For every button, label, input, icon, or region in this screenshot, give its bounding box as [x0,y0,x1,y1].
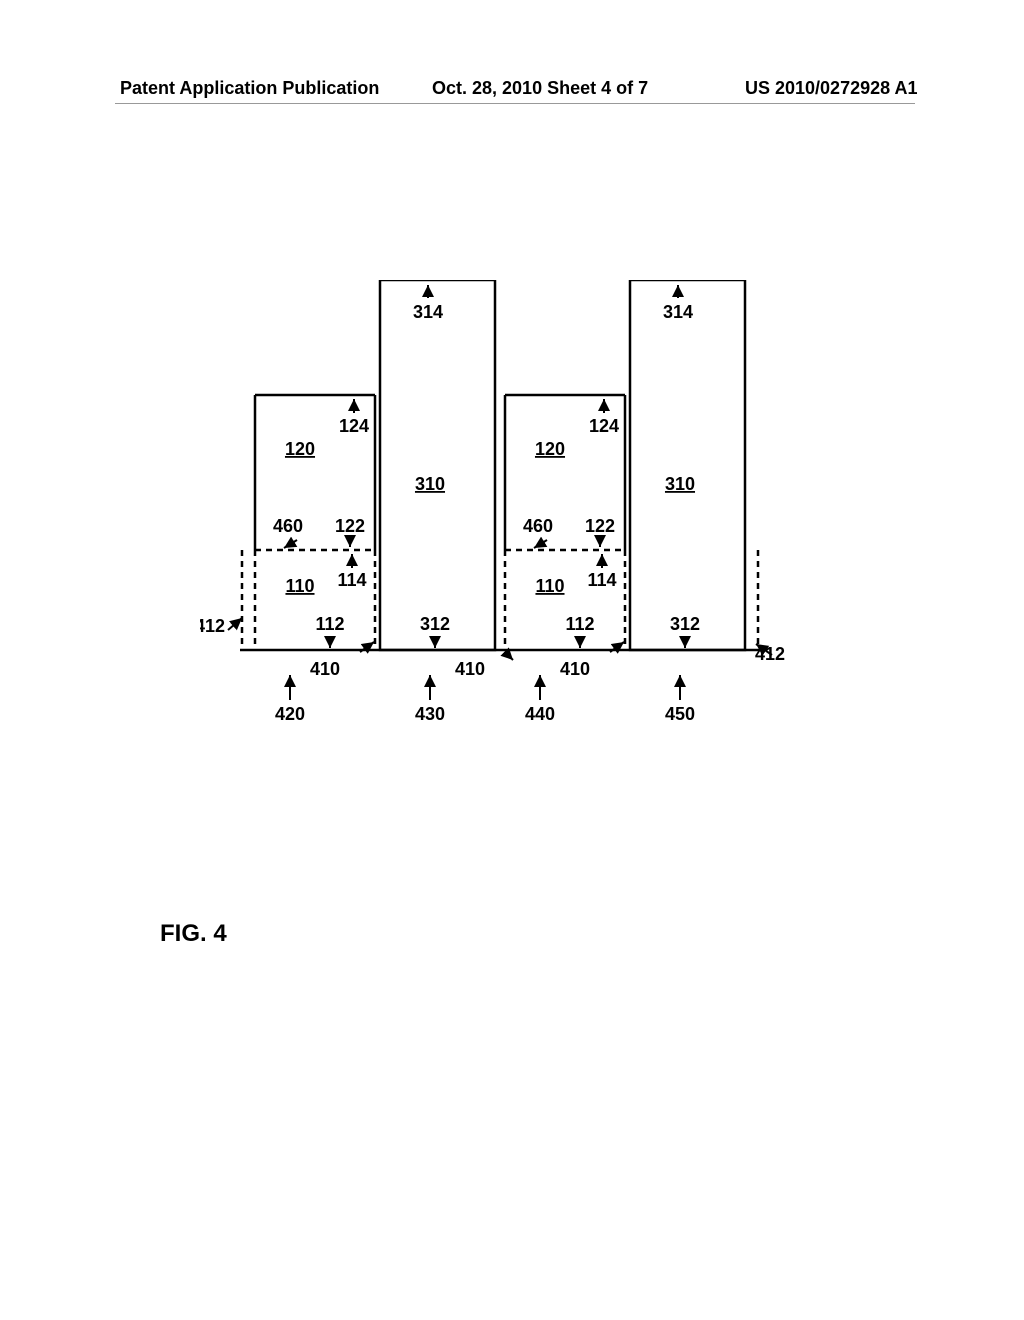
svg-text:310: 310 [665,474,695,494]
svg-text:112: 112 [315,614,344,634]
svg-text:124: 124 [589,416,619,436]
header-date-sheet: Oct. 28, 2010 Sheet 4 of 7 [432,78,648,99]
header-rule [115,103,915,104]
svg-text:430: 430 [415,704,445,724]
svg-text:124: 124 [339,416,369,436]
header-publication: Patent Application Publication [120,78,379,99]
svg-text:110: 110 [535,576,564,596]
svg-text:410: 410 [455,659,485,679]
svg-text:120: 120 [285,439,315,459]
svg-text:410: 410 [310,659,340,679]
svg-text:312: 312 [670,614,700,634]
svg-text:120: 120 [535,439,565,459]
svg-text:412: 412 [200,616,225,636]
svg-text:122: 122 [335,516,365,536]
svg-text:460: 460 [273,516,303,536]
svg-text:314: 314 [663,302,693,322]
figure-caption: FIG. 4 [160,920,227,948]
svg-text:110: 110 [285,576,314,596]
svg-text:114: 114 [587,570,616,590]
svg-text:312: 312 [420,614,450,634]
svg-text:114: 114 [337,570,366,590]
patent-figure: 314 314 124 124 120 120 310 310 460 460 122 122 114 1… [200,280,800,750]
svg-text:310: 310 [415,474,445,494]
svg-text:450: 450 [665,704,695,724]
svg-text:314: 314 [413,302,443,322]
svg-text:122: 122 [585,516,615,536]
svg-text:460: 460 [523,516,553,536]
figure-diagram: 314 314 124 124 120 120 310 310 460 460 122 122 114 1… [200,280,820,760]
header-patent-number: US 2010/0272928 A1 [745,78,917,99]
svg-text:112: 112 [565,614,594,634]
svg-text:420: 420 [275,704,305,724]
svg-text:410: 410 [560,659,590,679]
svg-text:440: 440 [525,704,555,724]
